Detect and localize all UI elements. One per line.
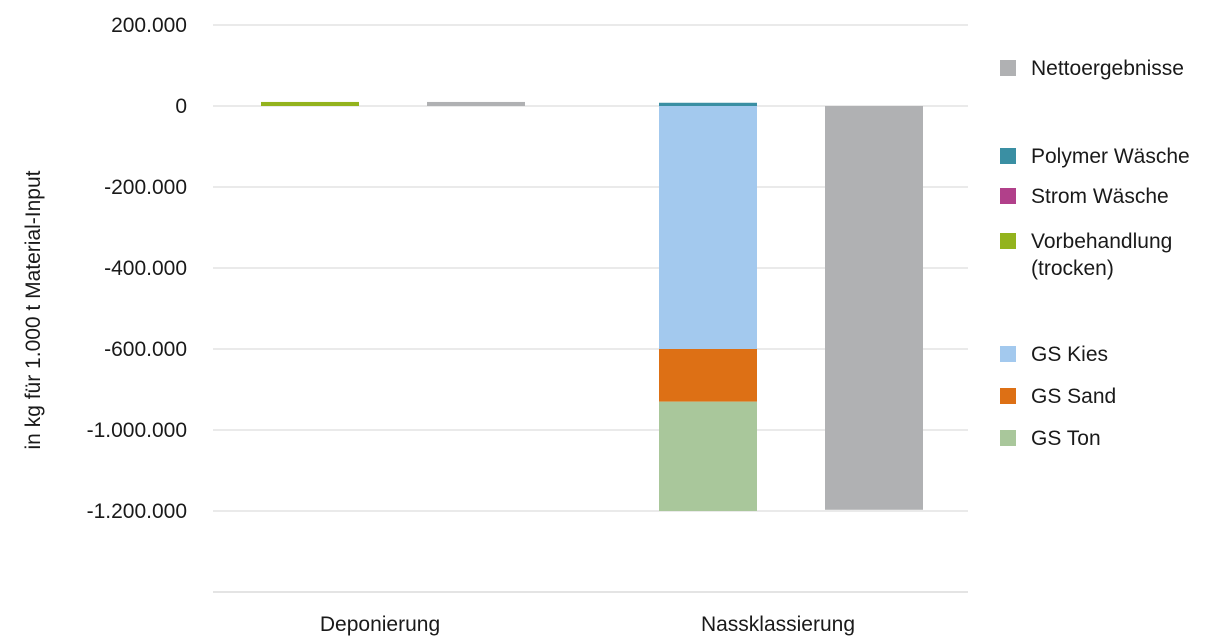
legend-label: GS Kies	[1031, 343, 1108, 366]
legend-swatch	[1000, 430, 1016, 446]
bar-segment	[659, 106, 757, 349]
legend-swatch	[1000, 188, 1016, 204]
y-tick-label: -400.000	[104, 257, 187, 280]
legend-swatch	[1000, 233, 1016, 249]
legend-label: Nettoergebnisse	[1031, 57, 1184, 80]
bar-segment	[261, 101, 359, 106]
y-tick-label: 200.000	[111, 14, 187, 37]
legend: Nettoergebnisse Polymer Wäsche Strom Wäsch…	[1000, 57, 1190, 450]
legend-label: GS Sand	[1031, 385, 1116, 408]
legend-label-line2: (trocken)	[1031, 257, 1114, 280]
legend-label: Polymer Wäsche	[1031, 145, 1190, 168]
category-label: Nassklassierung	[701, 613, 855, 636]
legend-swatch	[1000, 148, 1016, 164]
legend-label: GS Ton	[1031, 427, 1101, 450]
legend-swatch	[1000, 388, 1016, 404]
bar-segment	[659, 102, 757, 106]
bar-segment	[825, 106, 923, 510]
y-axis-label: in kg für 1.000 t Material-Input	[22, 170, 45, 449]
legend-label: Strom Wäsche	[1031, 185, 1169, 208]
bar-segment	[427, 101, 525, 106]
legend-swatch	[1000, 346, 1016, 362]
bar-segment	[659, 401, 757, 511]
category-label: Deponierung	[320, 613, 440, 636]
y-tick-label: -1.000.000	[87, 419, 187, 442]
bar-segment	[659, 349, 757, 402]
y-tick-label: 0	[175, 95, 187, 118]
legend-swatch	[1000, 60, 1016, 76]
y-tick-label: -600.000	[104, 338, 187, 361]
y-tick-label: -200.000	[104, 176, 187, 199]
y-tick-labels: 200.000 0 -200.000 -400.000 -600.000 -1.000.0…	[87, 14, 187, 523]
bars	[261, 101, 923, 511]
y-tick-label: -1.200.000	[87, 500, 187, 523]
category-labels: Deponierung Nassklassierung	[320, 613, 855, 636]
legend-label: Vorbehandlung	[1031, 230, 1172, 253]
